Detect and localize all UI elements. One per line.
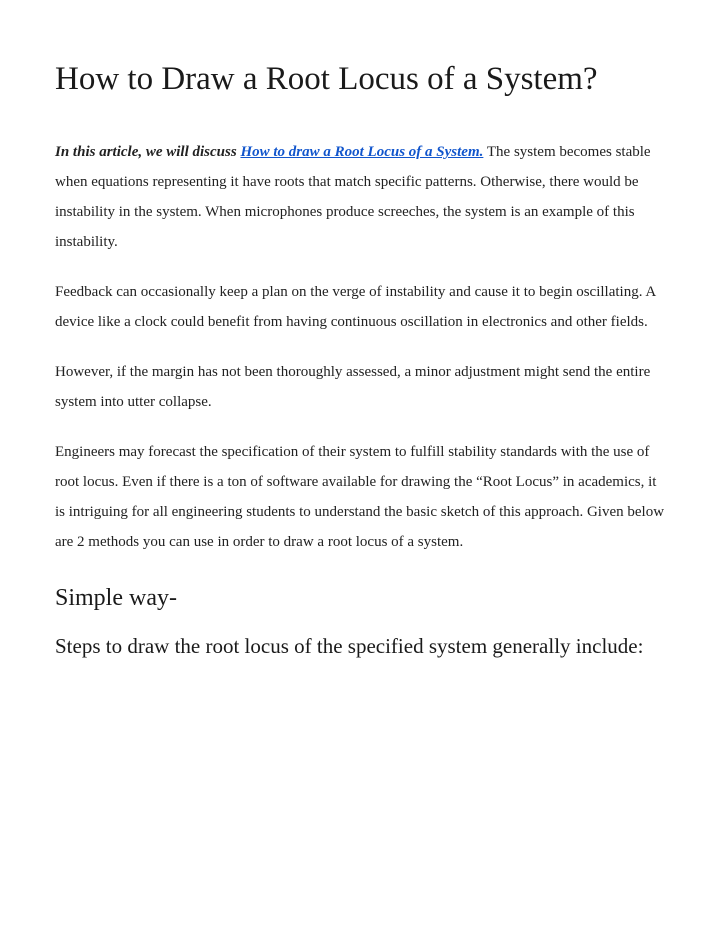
steps-subheading: Steps to draw the root locus of the spec…: [55, 630, 665, 663]
document-page: How to Draw a Root Locus of a System? In…: [0, 0, 720, 663]
article-link[interactable]: How to draw a Root Locus of a System.: [240, 144, 483, 160]
page-title: How to Draw a Root Locus of a System?: [55, 50, 665, 109]
paragraph-3: However, if the margin has not been thor…: [55, 357, 665, 417]
intro-lead: In this article, we will discuss: [55, 144, 240, 160]
intro-paragraph: In this article, we will discuss How to …: [55, 137, 665, 257]
paragraph-2: Feedback can occasionally keep a plan on…: [55, 277, 665, 337]
section-heading-simple-way: Simple way-: [55, 585, 665, 612]
paragraph-4: Engineers may forecast the specification…: [55, 437, 665, 557]
